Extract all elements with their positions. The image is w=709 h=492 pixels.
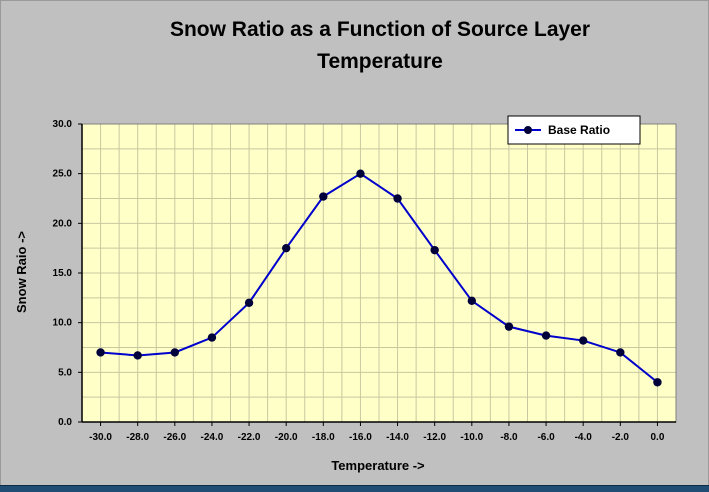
x-tick-label: -22.0 <box>238 432 261 443</box>
data-point <box>616 348 625 357</box>
data-point <box>133 351 142 360</box>
y-tick-label: 20.0 <box>53 218 73 229</box>
x-tick-label: -28.0 <box>126 432 149 443</box>
x-tick-label: -30.0 <box>89 432 112 443</box>
x-tick-label: -6.0 <box>537 432 555 443</box>
y-tick-label: 25.0 <box>53 169 73 180</box>
y-tick-label: 5.0 <box>58 367 72 378</box>
x-tick-label: -2.0 <box>612 432 630 443</box>
data-point <box>504 322 514 331</box>
x-tick-label: -18.0 <box>312 432 335 443</box>
legend: Base Ratio <box>507 115 641 145</box>
bottom-bar <box>0 485 709 492</box>
x-tick-label: -8.0 <box>500 432 518 443</box>
data-point <box>467 296 477 306</box>
series-line-base-ratio <box>100 172 659 384</box>
data-point <box>578 336 588 345</box>
data-point <box>430 245 439 255</box>
x-tick-label: -14.0 <box>386 432 409 443</box>
y-tick-label: 0.0 <box>58 417 72 428</box>
y-tick-label: 15.0 <box>53 268 73 279</box>
data-point <box>319 192 328 201</box>
data-point <box>96 348 105 357</box>
y-axis-label: Snow Raio -> <box>14 231 29 313</box>
x-tick-label: -12.0 <box>423 432 446 443</box>
chart-title-line-1: Snow Ratio as a Function of Source Layer <box>169 18 591 41</box>
x-tick-label: -10.0 <box>460 432 483 443</box>
x-tick-label: -4.0 <box>575 432 593 443</box>
y-tick-label: 10.0 <box>53 318 73 329</box>
data-point <box>653 378 662 387</box>
legend-entry-base-ratio: Base Ratio <box>548 123 610 137</box>
chart-title-line-2: Temperature <box>317 50 443 73</box>
x-tick-label: -20.0 <box>275 432 298 443</box>
data-point <box>281 243 291 253</box>
data-point <box>207 333 217 342</box>
x-axis-label: Temperature -> <box>331 458 425 473</box>
data-point <box>356 169 365 178</box>
data-point <box>393 194 402 203</box>
y-tick-label: 30.0 <box>53 119 73 130</box>
x-tick-label: -26.0 <box>163 432 186 443</box>
data-point <box>170 348 180 357</box>
x-tick-label: -24.0 <box>201 432 224 443</box>
data-point <box>244 298 254 307</box>
x-tick-label: -16.0 <box>349 432 372 443</box>
x-tick-label: 0.0 <box>650 432 664 443</box>
legend-marker <box>524 126 532 134</box>
data-point <box>541 331 551 340</box>
chart-title: Snow Ratio as a Function of Source Layer… <box>140 14 620 78</box>
